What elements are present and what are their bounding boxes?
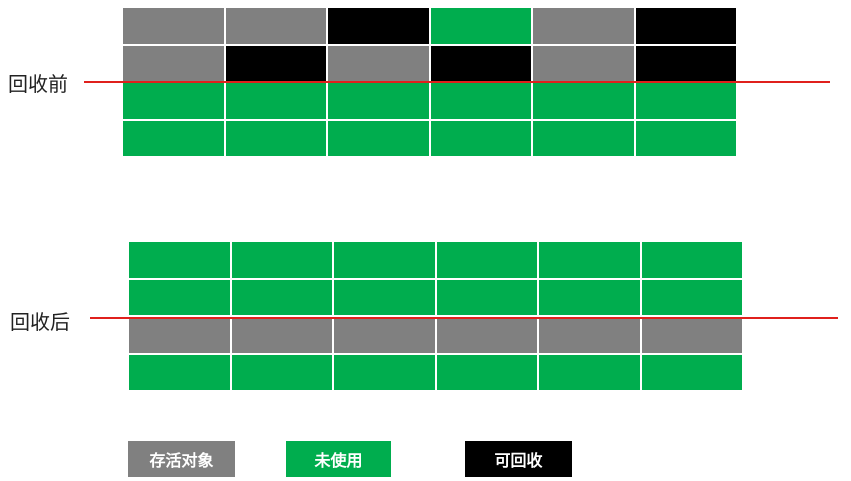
reclaimable-block bbox=[635, 8, 736, 44]
legend-reclaimable: 可回收 bbox=[465, 441, 572, 477]
unused-block bbox=[539, 354, 640, 390]
survive-block bbox=[225, 8, 326, 44]
unused-block bbox=[533, 120, 634, 156]
unused-block bbox=[129, 279, 230, 315]
unused-block bbox=[225, 83, 326, 119]
survive-block bbox=[539, 317, 640, 353]
unused-block bbox=[231, 242, 332, 278]
unused-block bbox=[436, 354, 537, 390]
before-memory-grid bbox=[123, 8, 736, 156]
survive-block bbox=[533, 8, 634, 44]
unused-block bbox=[328, 120, 429, 156]
unused-block bbox=[129, 242, 230, 278]
unused-block bbox=[539, 242, 640, 278]
survive-block bbox=[334, 317, 435, 353]
unused-block bbox=[641, 279, 742, 315]
before-label: 回收前 bbox=[8, 72, 68, 96]
legend-unused: 未使用 bbox=[286, 441, 391, 477]
before-divider-line bbox=[84, 81, 830, 83]
survive-block bbox=[436, 317, 537, 353]
survive-block bbox=[123, 8, 224, 44]
unused-block bbox=[430, 83, 531, 119]
unused-block bbox=[231, 279, 332, 315]
unused-block bbox=[641, 354, 742, 390]
unused-block bbox=[123, 120, 224, 156]
unused-block bbox=[231, 354, 332, 390]
unused-block bbox=[430, 120, 531, 156]
unused-block bbox=[334, 279, 435, 315]
unused-block bbox=[225, 120, 326, 156]
survive-block bbox=[123, 45, 224, 81]
unused-block bbox=[129, 354, 230, 390]
after-label: 回收后 bbox=[10, 310, 70, 334]
survive-block bbox=[129, 317, 230, 353]
survive-block bbox=[641, 317, 742, 353]
unused-block bbox=[533, 83, 634, 119]
unused-block bbox=[635, 120, 736, 156]
unused-block bbox=[539, 279, 640, 315]
reclaimable-block bbox=[328, 8, 429, 44]
unused-block bbox=[436, 242, 537, 278]
survive-block bbox=[328, 45, 429, 81]
unused-block bbox=[436, 279, 537, 315]
reclaimable-block bbox=[225, 45, 326, 81]
after-memory-grid bbox=[129, 242, 742, 390]
unused-block bbox=[635, 83, 736, 119]
unused-block bbox=[334, 354, 435, 390]
reclaimable-block bbox=[635, 45, 736, 81]
legend-survive: 存活对象 bbox=[128, 441, 235, 477]
reclaimable-block bbox=[430, 45, 531, 81]
unused-block bbox=[328, 83, 429, 119]
unused-block bbox=[123, 83, 224, 119]
survive-block bbox=[231, 317, 332, 353]
unused-block bbox=[430, 8, 531, 44]
after-divider-line bbox=[90, 317, 838, 319]
unused-block bbox=[641, 242, 742, 278]
survive-block bbox=[533, 45, 634, 81]
unused-block bbox=[334, 242, 435, 278]
